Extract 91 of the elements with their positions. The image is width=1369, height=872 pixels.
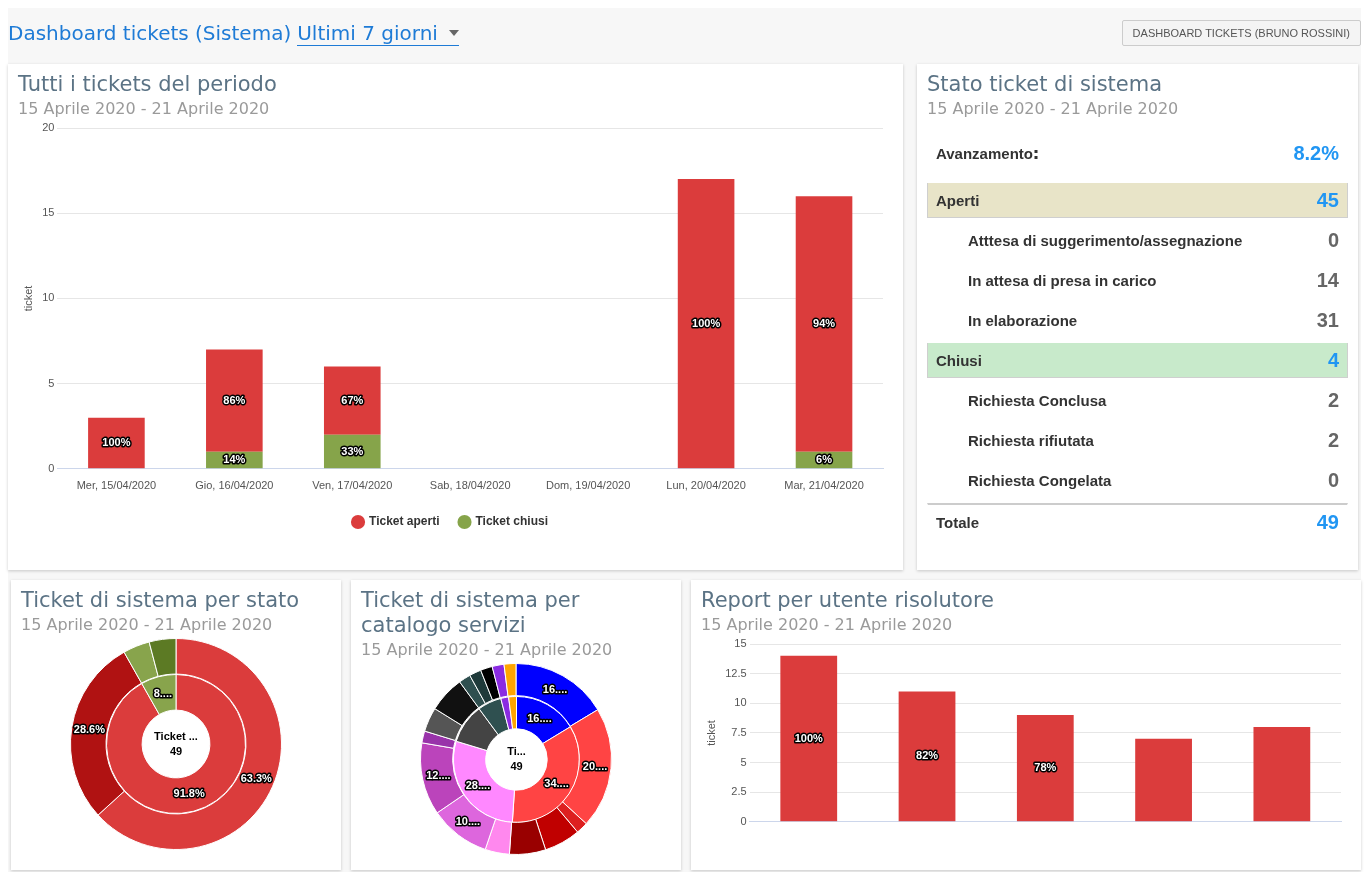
category-label: Atttesa di suggerimento/assegnazione <box>968 231 1243 249</box>
bar <box>677 179 735 469</box>
category-label: Richiesta rifiutata <box>968 431 1094 449</box>
annotation: 100% <box>794 731 824 744</box>
data-label: 28.6% <box>73 723 106 736</box>
chart-subtitle: 15 Aprile 2020 - 21 Aprile 2020 <box>361 640 614 659</box>
chart-title: Ticket di sistema per stato <box>21 588 301 613</box>
data-label: 8.... <box>153 687 172 700</box>
y-tick-label: 15 <box>42 206 55 219</box>
bar <box>1016 715 1074 822</box>
y-tick-label: 5 <box>48 376 55 389</box>
y-tick-label: 5 <box>740 755 747 768</box>
bar <box>323 366 381 435</box>
category-label: Richiesta Congelata <box>968 471 1112 489</box>
text: Stato ticket di sistema <box>927 72 1164 97</box>
annotation: 6% <box>816 453 833 466</box>
annotation: 86% <box>223 393 246 406</box>
text: 2 <box>1327 388 1339 411</box>
text: 49 <box>509 759 523 772</box>
text: 45 <box>1316 188 1339 211</box>
legend-label: Ticket aperti <box>369 514 440 529</box>
text: 8.2% <box>1293 141 1339 164</box>
text: Dashboard tickets (Sistema) <box>8 21 292 45</box>
chart-title: Tutti i tickets del periodo <box>18 72 278 97</box>
data-label: 63.3% <box>240 772 273 785</box>
text: 49 <box>169 744 183 757</box>
category-label: Richiesta Conclusa <box>968 391 1107 409</box>
x-tick-label: Gio, 16/04/2020 <box>195 479 274 492</box>
data-label: 16.... <box>542 682 568 695</box>
y-axis-title: ticket <box>704 720 717 746</box>
text: 0 <box>1327 228 1339 251</box>
category-label: In attesa di presa in carico <box>968 271 1157 289</box>
annotation: 82% <box>916 749 939 762</box>
category-label: Aperti <box>936 191 980 209</box>
y-tick-label: 0 <box>740 814 747 827</box>
y-tick-label: 12.5 <box>725 666 747 679</box>
x-tick-label: Dom, 19/04/2020 <box>545 479 631 492</box>
category-label: Avanzamento <box>936 144 1034 162</box>
data-label: 91.8% <box>173 787 205 800</box>
text: DASHBOARD TICKETS (BRUNO ROSSINI) <box>1121 20 1361 46</box>
bar <box>206 349 263 452</box>
x-tick-label: Mar, 21/04/2020 <box>784 479 864 492</box>
chart-title: Ticket di sistema per catalogo servizi <box>361 588 581 638</box>
annotation: 33% <box>341 444 364 457</box>
y-axis-title: ticket <box>21 285 34 312</box>
bar <box>898 691 956 822</box>
y-tick-label: 0 <box>48 461 55 474</box>
category-label: In elaborazione <box>968 311 1078 329</box>
legend-label: Ticket chiusi <box>475 514 548 529</box>
y-tick-label: 7.5 <box>731 725 747 738</box>
chart-subtitle: 15 Aprile 2020 - 21 Aprile 2020 <box>701 615 954 634</box>
data-label: 12.... <box>426 768 451 781</box>
annotation: 14% <box>223 453 246 466</box>
data-label: 34.... <box>543 776 569 789</box>
text: 15 Aprile 2020 - 21 Aprile 2020 <box>927 99 1180 118</box>
annotation: 100% <box>692 316 721 329</box>
bar <box>795 196 853 452</box>
bar <box>780 655 838 822</box>
x-tick-label: Sab, 18/04/2020 <box>429 479 511 492</box>
annotation: 78% <box>1034 761 1057 774</box>
annotation: 100% <box>102 436 131 449</box>
text: 4 <box>1327 348 1339 371</box>
x-tick-label: Mer, 15/04/2020 <box>76 479 157 492</box>
text: Ti... <box>506 744 526 757</box>
text: Ticket ... <box>154 729 198 742</box>
data-label: 28.... <box>465 778 490 791</box>
x-tick-label: Lun, 20/04/2020 <box>666 479 746 492</box>
data-label: 20.... <box>582 760 608 773</box>
text: 0 <box>1327 468 1339 491</box>
data-label: 10.... <box>455 815 481 828</box>
text: 14 <box>1316 268 1339 291</box>
annotation: 94% <box>813 316 836 329</box>
text: Ultimi 7 giorni <box>297 20 439 45</box>
x-tick-label: Ven, 17/04/2020 <box>312 479 393 492</box>
chart-subtitle: 15 Aprile 2020 - 21 Aprile 2020 <box>21 615 274 634</box>
chart-subtitle: 15 Aprile 2020 - 21 Aprile 2020 <box>18 99 271 118</box>
y-tick-label: 20 <box>42 121 55 134</box>
text: 49 <box>1316 510 1339 533</box>
bar <box>1253 726 1311 822</box>
y-tick-label: 10 <box>734 696 747 709</box>
chart-title: Report per utente risolutore <box>701 588 996 613</box>
category-label: Totale <box>936 513 980 531</box>
text: 31 <box>1316 308 1339 331</box>
annotation: 67% <box>341 393 364 406</box>
category-label: Chiusi <box>936 351 982 369</box>
y-tick-label: 15 <box>734 637 747 650</box>
bar <box>1135 738 1192 822</box>
text: 2 <box>1327 428 1339 451</box>
y-tick-label: 2.5 <box>731 785 747 798</box>
y-tick-label: 10 <box>42 291 55 304</box>
data-label: 16.... <box>526 711 552 724</box>
